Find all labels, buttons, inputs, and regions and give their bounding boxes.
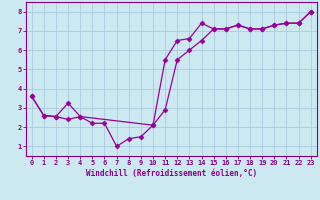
X-axis label: Windchill (Refroidissement éolien,°C): Windchill (Refroidissement éolien,°C) [86, 169, 257, 178]
